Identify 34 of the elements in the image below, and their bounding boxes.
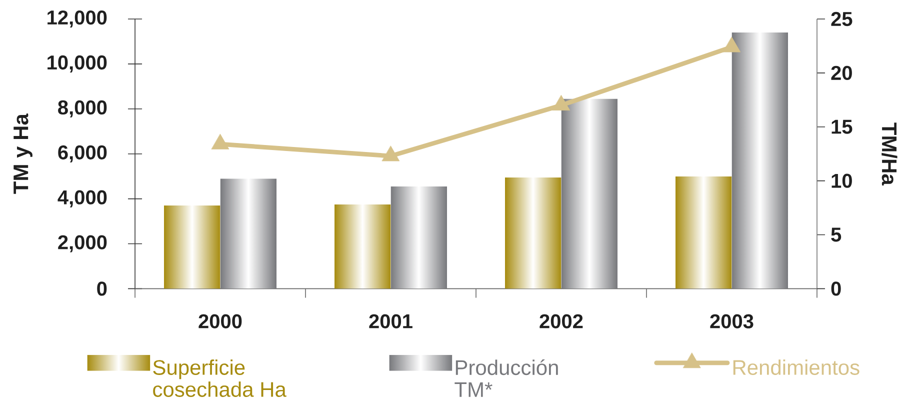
x-tick-label: 2000 bbox=[198, 314, 242, 328]
bar bbox=[164, 206, 220, 289]
y-tick-label: 6,000 bbox=[58, 145, 107, 162]
y-tick-label: 0 bbox=[97, 282, 107, 296]
legend-label: Rendimientos bbox=[733, 360, 860, 375]
y2-tick-label: 10 bbox=[832, 174, 852, 188]
legend-label: Producción TM* bbox=[454, 359, 558, 397]
bar bbox=[390, 186, 448, 289]
y2-axis-title: TM/Ha bbox=[882, 122, 898, 186]
y-tick-label: 12,000 bbox=[48, 10, 107, 28]
point bbox=[382, 146, 400, 162]
y2-tick-label: 20 bbox=[831, 66, 852, 80]
point bbox=[552, 95, 570, 110]
y2-tick-label: 25 bbox=[831, 12, 852, 26]
y2-tick-label: 15 bbox=[832, 120, 852, 134]
y-tick-label: 8,000 bbox=[58, 100, 107, 118]
x-tick-label: 2001 bbox=[369, 314, 412, 328]
x-tick-label: 2003 bbox=[710, 314, 754, 328]
point bbox=[722, 36, 741, 52]
bar bbox=[220, 178, 277, 289]
bar bbox=[504, 177, 562, 289]
bar bbox=[334, 204, 391, 289]
x-tick-label: 2002 bbox=[540, 314, 583, 328]
bar bbox=[732, 32, 788, 289]
legend-label: Superficie cosechada Ha bbox=[153, 360, 286, 397]
y-axis-title: TM y Ha bbox=[14, 113, 32, 194]
y-tick-label: 2,000 bbox=[58, 235, 107, 252]
bar bbox=[561, 98, 618, 289]
y-tick-label: 10,000 bbox=[48, 55, 107, 72]
y-tick-label: 4,000 bbox=[58, 190, 107, 208]
point bbox=[211, 134, 230, 150]
y2-tick-label: 5 bbox=[831, 228, 842, 242]
y2-tick-label: 0 bbox=[831, 282, 841, 296]
bar bbox=[675, 176, 732, 289]
